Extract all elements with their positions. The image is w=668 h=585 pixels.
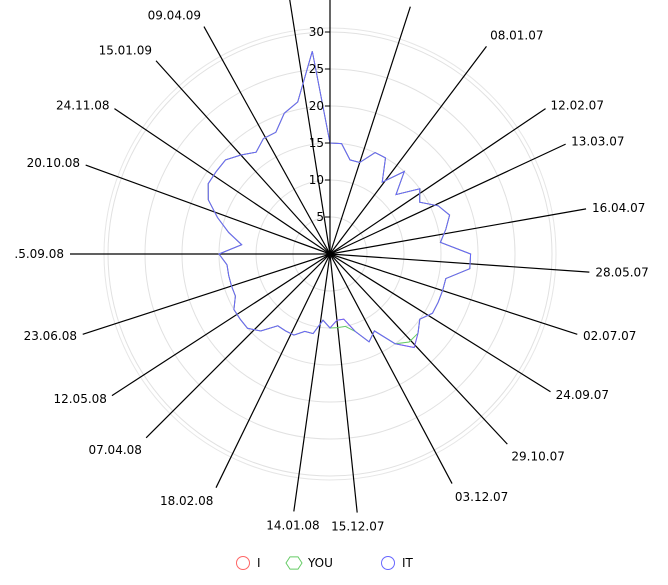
radar-spokes — [70, 0, 590, 513]
spoke-label: .5.09.08 — [14, 247, 64, 261]
spoke-line — [293, 253, 331, 512]
spoke-line — [203, 26, 331, 255]
spoke-line — [329, 45, 487, 255]
spoke-label: 15.01.09 — [99, 43, 152, 57]
radial-tick-label: 5 — [316, 210, 324, 224]
spoke-label: 16.04.07 — [592, 201, 645, 215]
spoke-line — [329, 143, 566, 255]
legend-label-it: IT — [402, 556, 414, 570]
spoke-line — [114, 108, 331, 255]
legend-label-i: I — [257, 556, 261, 570]
legend-label-you: YOU — [307, 556, 333, 570]
spoke-label: 13.03.07 — [571, 135, 624, 149]
radar-series — [207, 51, 472, 349]
spoke-line — [85, 164, 331, 255]
radial-tick-label: 10 — [309, 173, 324, 187]
spoke-label: 15.12.07 — [331, 520, 384, 534]
spoke-label: 18.02.08 — [160, 494, 213, 508]
radial-axis: 5 10 15 20 25 30 — [309, 25, 331, 254]
spoke-line — [329, 108, 546, 255]
legend-marker-you — [285, 556, 303, 570]
spoke-line — [155, 60, 331, 255]
spoke-label: 29.10.07 — [511, 450, 564, 464]
spoke-line — [329, 253, 453, 484]
spoke-label: 06.11.06 — [412, 0, 465, 2]
spoke-line — [145, 253, 331, 439]
series-i — [207, 51, 472, 349]
spoke-label: 12.02.07 — [551, 98, 604, 112]
legend-marker-it — [381, 556, 395, 570]
spoke-label: 03.12.07 — [455, 490, 508, 504]
spoke-label: 28.05.07 — [595, 266, 648, 280]
spoke-line — [82, 253, 331, 335]
spoke-line — [215, 253, 331, 488]
spoke-label: 20.10.08 — [27, 156, 80, 170]
spoke-line — [329, 253, 578, 335]
spoke-labels: 02.10.0606.11.0608.01.0712.02.0713.03.07… — [14, 0, 648, 534]
spoke-line — [329, 253, 551, 393]
spoke-label: 24.11.08 — [56, 98, 109, 112]
radial-tick-label: 25 — [309, 62, 324, 76]
spoke-label: 08.01.07 — [490, 29, 543, 43]
radial-tick-label: 15 — [309, 136, 324, 150]
spoke-line — [289, 0, 331, 255]
spoke-line — [329, 6, 411, 255]
radial-tick-label: 20 — [309, 99, 324, 113]
legend-marker-i — [236, 556, 250, 570]
spoke-line — [329, 253, 358, 513]
spoke-label: 09.04.09 — [148, 8, 201, 22]
spoke-label: 12.05.08 — [53, 392, 106, 406]
spoke-line — [329, 253, 508, 445]
legend: I YOU IT — [236, 556, 414, 570]
series-it — [207, 51, 472, 349]
spoke-line — [329, 253, 590, 273]
spoke-line — [111, 253, 331, 397]
spoke-label: 23.06.08 — [24, 329, 77, 343]
spoke-line — [329, 208, 587, 255]
spoke-label: 07.04.08 — [88, 443, 141, 457]
spoke-label: 24.09.07 — [556, 388, 609, 402]
spoke-label: 14.01.08 — [266, 518, 319, 532]
radial-tick-label: 30 — [309, 25, 324, 39]
spoke-label: 02.07.07 — [583, 329, 636, 343]
